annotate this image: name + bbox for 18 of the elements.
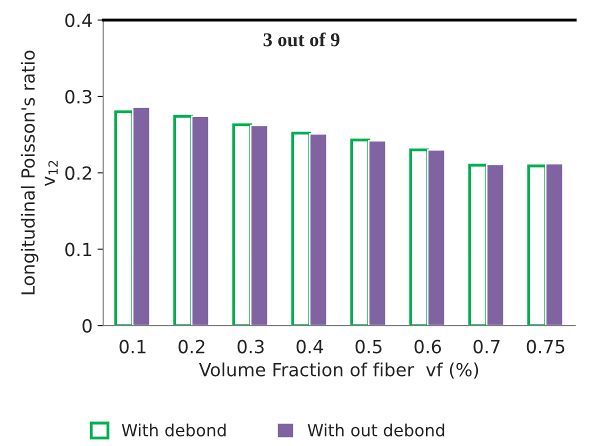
x-tick-label: 0.7 (474, 340, 500, 354)
x-tick-label: 0.2 (178, 340, 204, 354)
x-tick-label: 0.75 (526, 340, 564, 354)
legend-label: With debond (122, 424, 226, 436)
y-axis-title: Longitudinal Poisson's ratio v$_{12}$ (20, 50, 58, 294)
legend-label: With out debond (308, 424, 444, 436)
x-tick-label: 0.6 (414, 340, 441, 354)
x-tick-label: 0.3 (238, 340, 264, 354)
y-tick-label: 0 (82, 319, 92, 333)
y-tick-label: 0.2 (65, 166, 92, 180)
x-axis-title: Volume Fraction of fiber vf (%) (199, 362, 478, 379)
y-tick-label: 0.1 (65, 242, 92, 256)
y-tick-label: 0.3 (65, 90, 92, 104)
x-tick-label: 0.5 (356, 340, 382, 354)
y-tick-label: 0.4 (65, 14, 92, 28)
x-tick-label: 0.4 (296, 340, 324, 354)
annotation: 3 out of 9 (264, 32, 340, 46)
x-tick-label: 0.1 (120, 340, 146, 354)
